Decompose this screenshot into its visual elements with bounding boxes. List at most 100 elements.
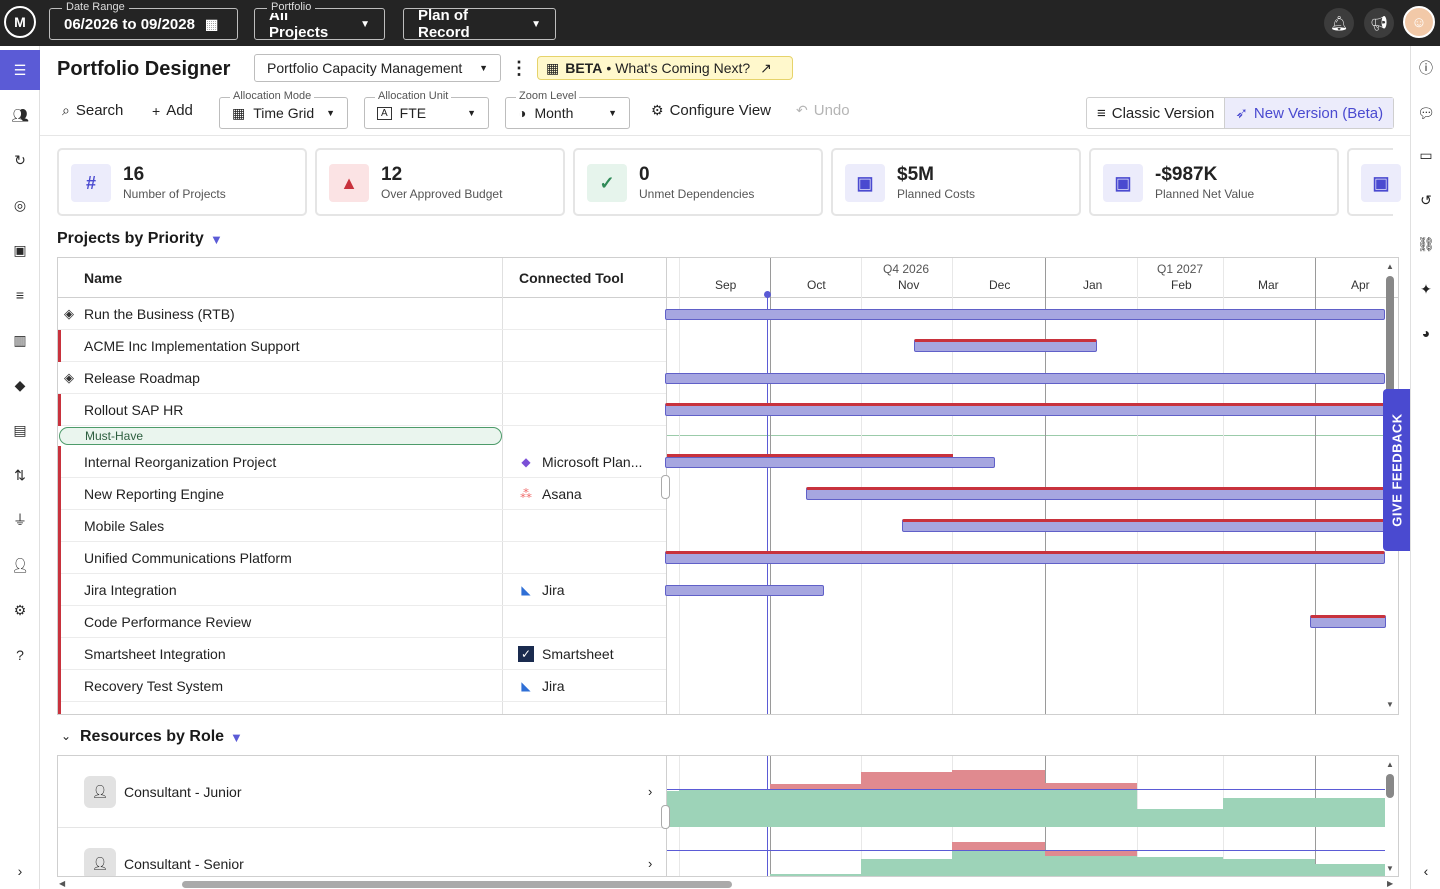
horizontal-scrollbar[interactable]: ◀ ▶ <box>57 879 1399 889</box>
table-row[interactable]: New Reporting Engine ⁂ Asana <box>58 478 666 510</box>
filter-icon[interactable]: ▼ <box>230 730 243 745</box>
zoom-level-value: Month <box>534 105 574 121</box>
beta-banner[interactable]: ▦ BETA • What's Coming Next? ↗ <box>537 56 793 80</box>
resource-row[interactable]: 👤︎ Consultant - Senior › <box>58 828 666 876</box>
portfolio-designer-icon[interactable]: ☰ <box>0 50 40 90</box>
new-version-button[interactable]: ➶ New Version (Beta) <box>1224 98 1394 128</box>
table-row[interactable]: Internal Reorganization Project ◆ Micros… <box>58 446 666 478</box>
columns-icon[interactable]: ▥ <box>13 331 27 348</box>
palette-icon[interactable]: ◕ <box>1421 325 1431 341</box>
table-row[interactable]: Jira Integration ◣ Jira <box>58 574 666 606</box>
more-options-icon[interactable]: ⋮ <box>510 58 528 78</box>
expand-chevron-icon[interactable]: › <box>17 863 23 879</box>
chat-icon[interactable]: 💬︎ <box>1417 104 1435 121</box>
list-icon[interactable]: ≡ <box>15 287 25 303</box>
swap-icon[interactable]: ⇅ <box>14 466 26 483</box>
comment-icon[interactable]: ▭ <box>1419 146 1433 163</box>
gantt-bar[interactable] <box>665 457 995 468</box>
plug-icon[interactable]: ⏚ <box>13 512 27 528</box>
badge-icon[interactable]: ▣ <box>13 241 27 258</box>
view-select[interactable]: Portfolio Capacity Management ▼ <box>254 54 501 82</box>
collapse-chevron-icon[interactable]: ‹ <box>1423 863 1429 879</box>
vertical-scrollbar[interactable]: ▲ ▼ <box>1384 262 1396 710</box>
table-row[interactable]: ◈ Release Roadmap <box>58 362 666 394</box>
column-header-tool[interactable]: Connected Tool <box>519 270 624 286</box>
avatar[interactable]: ☺ <box>1403 6 1435 38</box>
allocation-unit-select[interactable]: Allocation Unit A FTE ▼ <box>364 90 489 129</box>
history-icon[interactable]: ↺ <box>1420 191 1432 208</box>
search-button[interactable]: ⌕ Search <box>62 102 123 119</box>
must-have-separator[interactable]: Must-Have <box>59 427 502 445</box>
gantt-bar[interactable] <box>665 551 1385 564</box>
gantt-bar[interactable] <box>665 403 1385 416</box>
gantt-bar[interactable] <box>1310 615 1386 628</box>
zoom-level-select[interactable]: Zoom Level ◑ Month ▼ <box>505 90 630 129</box>
info-icon[interactable]: ⓘ <box>1419 60 1433 76</box>
scroll-right-icon[interactable]: ▶ <box>1387 879 1394 888</box>
scrollbar-thumb[interactable] <box>1386 774 1394 798</box>
resources-scrollbar[interactable]: ▲ ▼ <box>1384 760 1396 874</box>
table-row-partial[interactable] <box>58 702 666 714</box>
table-row[interactable]: Unified Communications Platform <box>58 542 666 574</box>
megaphone-icon[interactable]: 📢︎ <box>1364 8 1394 38</box>
scroll-down-icon[interactable]: ▼ <box>1386 700 1394 709</box>
filter-icon[interactable]: ▼ <box>210 232 223 247</box>
gantt-bar[interactable] <box>902 519 1386 532</box>
table-row[interactable]: ◈ Run the Business (RTB) <box>58 298 666 330</box>
priority-marker <box>58 638 61 670</box>
table-row[interactable]: Mobile Sales <box>58 510 666 542</box>
collapse-chevron-icon[interactable]: ⌄ <box>61 729 72 743</box>
allocation-unit-value: FTE <box>399 105 427 121</box>
scroll-up-icon[interactable]: ▲ <box>1386 262 1394 271</box>
gear-icon[interactable]: ⚙ <box>13 601 27 618</box>
date-range-picker[interactable]: Date Range 06/2026 to 09/2028 ▦ <box>49 1 238 40</box>
configure-view-button[interactable]: ⚙ Configure View <box>651 102 771 119</box>
plan-select[interactable]: Plan of Record ▼ <box>403 7 556 41</box>
project-name: Smartsheet Integration <box>84 646 226 662</box>
table-row[interactable]: ACME Inc Implementation Support <box>58 330 666 362</box>
document-icon[interactable]: ▤ <box>13 421 27 438</box>
scrollbar-thumb[interactable] <box>1386 276 1394 406</box>
people-list-icon[interactable]: 👥︎ <box>11 106 29 123</box>
scroll-left-icon[interactable]: ◀ <box>59 879 66 888</box>
give-feedback-button[interactable]: GIVE FEEDBACK <box>1383 389 1410 551</box>
undo-button[interactable]: ↶ Undo <box>796 102 850 119</box>
classic-version-button[interactable]: ≡ Classic Version <box>1087 98 1224 128</box>
directions-icon[interactable]: ◆ <box>14 376 26 393</box>
resize-handle[interactable] <box>661 475 670 499</box>
chevron-right-icon[interactable]: › <box>648 784 653 799</box>
table-row[interactable]: Code Performance Review <box>58 606 666 638</box>
resize-handle[interactable] <box>661 805 670 829</box>
metric-card: # 16 Number of Projects <box>57 148 307 216</box>
scrollbar-thumb[interactable] <box>182 881 732 888</box>
portfolio-select[interactable]: Portfolio All Projects ▼ <box>254 1 385 41</box>
add-button[interactable]: + Add <box>152 102 193 119</box>
metric-value: 12 <box>381 164 403 185</box>
team-icon[interactable]: 👤︎ <box>11 556 29 573</box>
scroll-down-icon[interactable]: ▼ <box>1386 864 1394 873</box>
target-icon[interactable]: ◎ <box>13 196 27 213</box>
table-row[interactable]: Recovery Test System ◣ Jira <box>58 670 666 702</box>
app-logo[interactable]: M <box>4 6 36 38</box>
table-row[interactable]: Rollout SAP HR <box>58 394 666 426</box>
link-icon[interactable]: ⛓︎ <box>1417 235 1435 252</box>
refresh-icon[interactable]: ↻ <box>14 151 26 168</box>
project-name: New Reporting Engine <box>84 486 225 502</box>
priority-marker <box>58 670 61 702</box>
scroll-up-icon[interactable]: ▲ <box>1386 760 1394 769</box>
gantt-bar[interactable] <box>665 585 824 596</box>
gantt-bar[interactable] <box>806 487 1386 500</box>
chevron-right-icon[interactable]: › <box>648 856 653 871</box>
allocation-mode-select[interactable]: Allocation Mode ▦ Time Grid ▼ <box>219 90 348 129</box>
project-name: ACME Inc Implementation Support <box>84 338 300 354</box>
gantt-bar[interactable] <box>665 373 1385 384</box>
gantt-bar[interactable] <box>665 309 1385 320</box>
gantt-bar[interactable] <box>914 339 1097 352</box>
table-row[interactable]: Smartsheet Integration ✓ Smartsheet <box>58 638 666 670</box>
help-icon[interactable]: ? <box>16 647 24 663</box>
bell-icon[interactable]: 🔔︎ <box>1324 8 1354 38</box>
sparkle-icon[interactable]: ✦ <box>1420 280 1432 297</box>
resource-row[interactable]: 👤︎ Consultant - Junior › <box>58 756 666 828</box>
column-header-name[interactable]: Name <box>84 270 123 286</box>
allocation-bar <box>1223 798 1385 827</box>
